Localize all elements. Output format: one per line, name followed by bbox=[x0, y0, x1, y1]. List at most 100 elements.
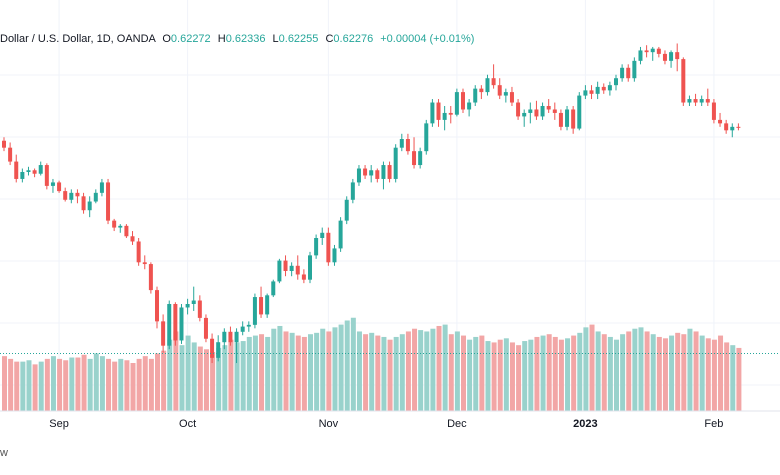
candle-body bbox=[669, 52, 674, 61]
volume-bar bbox=[583, 327, 589, 411]
volume-bar bbox=[687, 328, 693, 411]
volume-bar bbox=[473, 336, 479, 411]
volume-bar bbox=[503, 338, 509, 411]
volume-bar bbox=[228, 339, 234, 411]
candle-body bbox=[650, 48, 655, 53]
candle-body bbox=[620, 67, 625, 79]
volume-bar bbox=[540, 335, 546, 411]
candle-body bbox=[173, 304, 178, 341]
candle-body bbox=[14, 161, 19, 179]
candle-body bbox=[424, 123, 429, 152]
candle-body bbox=[2, 140, 6, 148]
volume-bar bbox=[705, 338, 711, 411]
volume-bar bbox=[626, 331, 632, 411]
volume-bar bbox=[736, 347, 742, 411]
volume-bar bbox=[681, 334, 687, 411]
volume-bar bbox=[26, 360, 32, 411]
volume-bar bbox=[356, 331, 362, 411]
candle-body bbox=[112, 220, 117, 228]
candle-body bbox=[124, 225, 129, 237]
candle-body bbox=[711, 102, 716, 120]
candle-body bbox=[8, 147, 13, 162]
volume-bar bbox=[246, 336, 252, 411]
candle-body bbox=[644, 50, 649, 53]
volume-bar bbox=[558, 339, 564, 411]
volume-bar bbox=[693, 331, 699, 411]
volume-bar bbox=[87, 358, 93, 411]
candle-body bbox=[632, 60, 637, 79]
watermark-text: w bbox=[0, 447, 8, 459]
volume-bar bbox=[485, 341, 491, 411]
candle-body bbox=[687, 99, 692, 103]
volume-bar bbox=[99, 356, 105, 411]
x-tick-label: Oct bbox=[179, 418, 196, 430]
volume-bar bbox=[308, 334, 313, 411]
volume-bar bbox=[509, 342, 515, 411]
candle-body bbox=[699, 99, 704, 103]
candle-body bbox=[473, 88, 478, 103]
volume-bar bbox=[259, 334, 265, 411]
volume-bar bbox=[197, 346, 203, 411]
volume-bar bbox=[106, 358, 112, 411]
volume-bar bbox=[112, 361, 118, 411]
volume-bar bbox=[50, 356, 56, 411]
open-label: O bbox=[162, 33, 171, 45]
x-tick-label: Nov bbox=[319, 418, 339, 430]
candle-body bbox=[540, 106, 545, 117]
candle-body bbox=[356, 168, 361, 183]
volume-bar bbox=[662, 338, 668, 411]
candle-body bbox=[693, 99, 698, 103]
candle-body bbox=[589, 90, 594, 94]
volume-bar bbox=[124, 360, 130, 411]
candle-body bbox=[246, 324, 251, 327]
volume-bar bbox=[130, 363, 136, 411]
volume-bar bbox=[467, 339, 473, 411]
volume-bar bbox=[191, 342, 197, 411]
volume-bar bbox=[418, 330, 424, 411]
candle-body bbox=[718, 119, 723, 124]
candle-body bbox=[38, 165, 43, 174]
volume-bar bbox=[2, 356, 7, 411]
volume-bar bbox=[412, 328, 418, 411]
candle-body bbox=[705, 99, 710, 103]
volume-bar bbox=[491, 342, 497, 411]
candle-body bbox=[240, 326, 245, 332]
candlesticks bbox=[2, 43, 741, 364]
candle-body bbox=[50, 182, 55, 186]
candle-body bbox=[375, 170, 380, 179]
ohlc-legend: Dollar / U.S. Dollar, 1D, OANDA O0.62272… bbox=[0, 33, 474, 45]
candle-body bbox=[399, 139, 404, 148]
volume-bar bbox=[375, 335, 381, 411]
volume-bar bbox=[344, 320, 350, 411]
candle-body bbox=[503, 92, 508, 96]
volume-bar bbox=[32, 364, 38, 411]
candle-body bbox=[626, 67, 631, 79]
candle-body bbox=[277, 260, 282, 282]
volume-bar bbox=[369, 332, 375, 411]
candle-body bbox=[57, 182, 62, 192]
candle-body bbox=[552, 109, 557, 113]
candle-body bbox=[197, 300, 202, 318]
candle-body bbox=[436, 102, 441, 120]
candle-body bbox=[485, 78, 490, 93]
volume-bar bbox=[271, 328, 277, 411]
low-label: L bbox=[272, 33, 279, 45]
candle-body bbox=[724, 123, 729, 131]
volume-bar bbox=[552, 336, 558, 411]
candle-body bbox=[479, 88, 484, 93]
candle-body bbox=[332, 248, 337, 263]
candle-body bbox=[295, 265, 300, 275]
open-value: 0.62272 bbox=[170, 33, 211, 45]
candle-body bbox=[93, 192, 98, 202]
volume-bar bbox=[601, 334, 607, 411]
volume-bar bbox=[155, 353, 160, 411]
candle-body bbox=[344, 199, 349, 221]
candle-body bbox=[203, 317, 208, 339]
candle-body bbox=[681, 59, 686, 103]
volume-bar bbox=[699, 335, 705, 411]
candle-body bbox=[405, 139, 410, 152]
candle-body bbox=[614, 78, 618, 86]
volume-bars bbox=[2, 317, 742, 411]
